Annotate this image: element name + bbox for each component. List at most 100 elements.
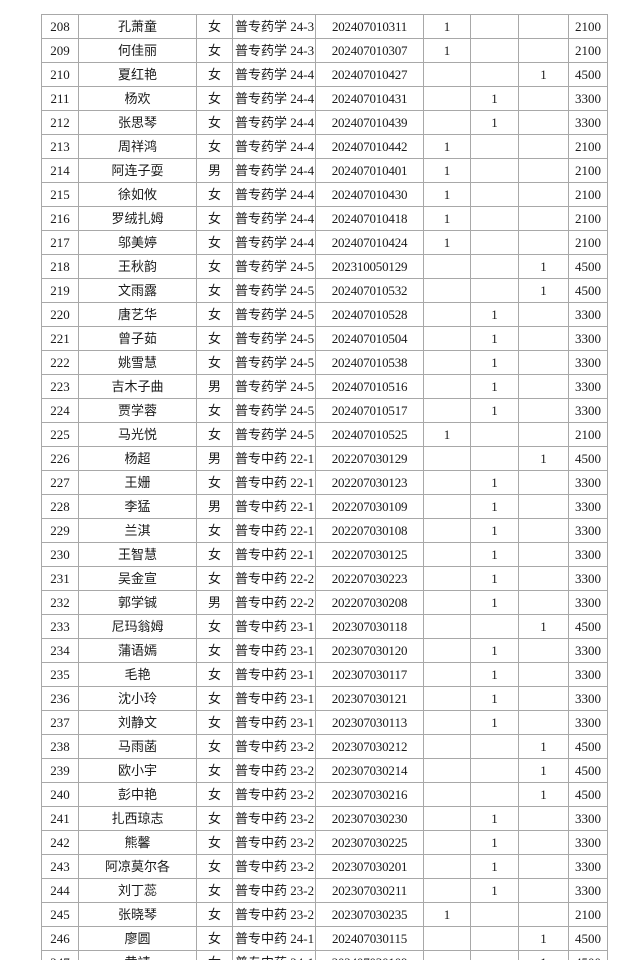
cell-gender: 女 <box>196 86 233 111</box>
cell-level-3 <box>423 494 471 519</box>
cell-amount: 3300 <box>568 638 608 663</box>
cell-student-name: 唐艺华 <box>78 302 197 327</box>
cell-sequence: 227 <box>41 470 79 495</box>
cell-sequence: 212 <box>41 110 79 135</box>
cell-level-1: 1 <box>518 782 569 807</box>
cell-level-2: 1 <box>470 350 519 375</box>
cell-student-id: 202310050129 <box>315 254 424 279</box>
cell-level-2: 1 <box>470 398 519 423</box>
cell-sequence: 213 <box>41 134 79 159</box>
cell-class: 普专中药 22-2 <box>232 566 316 591</box>
cell-student-name: 姚雪慧 <box>78 350 197 375</box>
cell-amount: 4500 <box>568 254 608 279</box>
cell-level-2 <box>470 734 519 759</box>
cell-sequence: 210 <box>41 62 79 87</box>
cell-sequence: 215 <box>41 182 79 207</box>
cell-class: 普专中药 23-2 <box>232 734 316 759</box>
cell-student-id: 202207030123 <box>315 470 424 495</box>
cell-level-2 <box>470 782 519 807</box>
cell-class: 普专药学 24-4 <box>232 206 316 231</box>
cell-level-2: 1 <box>470 662 519 687</box>
cell-class: 普专中药 22-1 <box>232 446 316 471</box>
table-row: 233 尼玛翁姆女普专中药 23-1 202307030118 1 4500 <box>41 614 608 639</box>
cell-student-name: 杨超 <box>78 446 197 471</box>
cell-amount: 2100 <box>568 158 608 183</box>
cell-sequence: 233 <box>41 614 79 639</box>
cell-level-2: 1 <box>470 86 519 111</box>
cell-level-2 <box>470 158 519 183</box>
cell-student-name: 张晓琴 <box>78 902 197 927</box>
cell-sequence: 209 <box>41 38 79 63</box>
cell-gender: 女 <box>196 926 233 951</box>
cell-class: 普专药学 24-4 <box>232 86 316 111</box>
cell-student-name: 周祥鸿 <box>78 134 197 159</box>
cell-class: 普专中药 23-2 <box>232 758 316 783</box>
cell-level-3: 1 <box>423 422 471 447</box>
cell-level-3 <box>423 662 471 687</box>
cell-amount: 2100 <box>568 206 608 231</box>
table-row: 214 阿连子耍男普专药学 24-4 202407010401 1 2100 <box>41 158 608 183</box>
cell-amount: 2100 <box>568 902 608 927</box>
cell-level-2 <box>470 758 519 783</box>
cell-student-id: 202407010427 <box>315 62 424 87</box>
cell-level-2: 1 <box>470 590 519 615</box>
cell-class: 普专药学 24-4 <box>232 230 316 255</box>
cell-level-2: 1 <box>470 806 519 831</box>
cell-amount: 2100 <box>568 134 608 159</box>
table-row: 232 郭学铖男普专中药 22-2 202207030208 1 3300 <box>41 590 608 615</box>
cell-sequence: 223 <box>41 374 79 399</box>
table-row: 237 刘静文女普专中药 23-1 202307030113 1 3300 <box>41 710 608 735</box>
cell-level-3 <box>423 614 471 639</box>
cell-level-2 <box>470 902 519 927</box>
cell-student-name: 杨欢 <box>78 86 197 111</box>
cell-level-3 <box>423 854 471 879</box>
table-row: 210 夏红艳女普专药学 24-4 202407010427 1 4500 <box>41 62 608 87</box>
cell-student-name: 王智慧 <box>78 542 197 567</box>
cell-level-2: 1 <box>470 638 519 663</box>
cell-level-1 <box>518 86 569 111</box>
table-row: 245 张晓琴女普专中药 23-2 202307030235 1 2100 <box>41 902 608 927</box>
cell-sequence: 211 <box>41 86 79 111</box>
table-row: 211 杨欢女普专药学 24-4 202407010431 1 3300 <box>41 86 608 111</box>
cell-amount: 3300 <box>568 398 608 423</box>
cell-amount: 4500 <box>568 446 608 471</box>
cell-student-id: 202307030230 <box>315 806 424 831</box>
cell-level-1 <box>518 158 569 183</box>
cell-amount: 3300 <box>568 470 608 495</box>
cell-student-id: 202207030109 <box>315 494 424 519</box>
cell-student-name: 刘丁蕊 <box>78 878 197 903</box>
table-row: 235 毛艳女普专中药 23-1 202307030117 1 3300 <box>41 662 608 687</box>
cell-level-2 <box>470 134 519 159</box>
cell-gender: 女 <box>196 566 233 591</box>
cell-level-2: 1 <box>470 470 519 495</box>
cell-level-3 <box>423 710 471 735</box>
cell-student-name: 彭中艳 <box>78 782 197 807</box>
cell-student-id: 202407010311 <box>315 14 424 39</box>
cell-level-3: 1 <box>423 158 471 183</box>
cell-level-1 <box>518 830 569 855</box>
cell-student-id: 202407010401 <box>315 158 424 183</box>
cell-class: 普专药学 24-5 <box>232 350 316 375</box>
cell-student-id: 202307030225 <box>315 830 424 855</box>
cell-level-3 <box>423 590 471 615</box>
cell-sequence: 246 <box>41 926 79 951</box>
cell-gender: 女 <box>196 206 233 231</box>
cell-level-1 <box>518 206 569 231</box>
cell-gender: 女 <box>196 398 233 423</box>
cell-sequence: 214 <box>41 158 79 183</box>
cell-level-2 <box>470 422 519 447</box>
table-row: 224 贾学蓉女普专药学 24-5 202407010517 1 3300 <box>41 398 608 423</box>
cell-gender: 女 <box>196 182 233 207</box>
cell-gender: 女 <box>196 830 233 855</box>
cell-gender: 男 <box>196 590 233 615</box>
cell-level-3 <box>423 110 471 135</box>
cell-gender: 女 <box>196 614 233 639</box>
cell-class: 普专药学 24-4 <box>232 62 316 87</box>
cell-student-id: 202407030115 <box>315 926 424 951</box>
cell-amount: 3300 <box>568 86 608 111</box>
table-row: 215 徐如攸女普专药学 24-4 202407010430 1 2100 <box>41 182 608 207</box>
cell-amount: 3300 <box>568 806 608 831</box>
cell-student-id: 202307030211 <box>315 878 424 903</box>
table-row: 229 兰淇女普专中药 22-1 202207030108 1 3300 <box>41 518 608 543</box>
cell-student-name: 邬美婷 <box>78 230 197 255</box>
